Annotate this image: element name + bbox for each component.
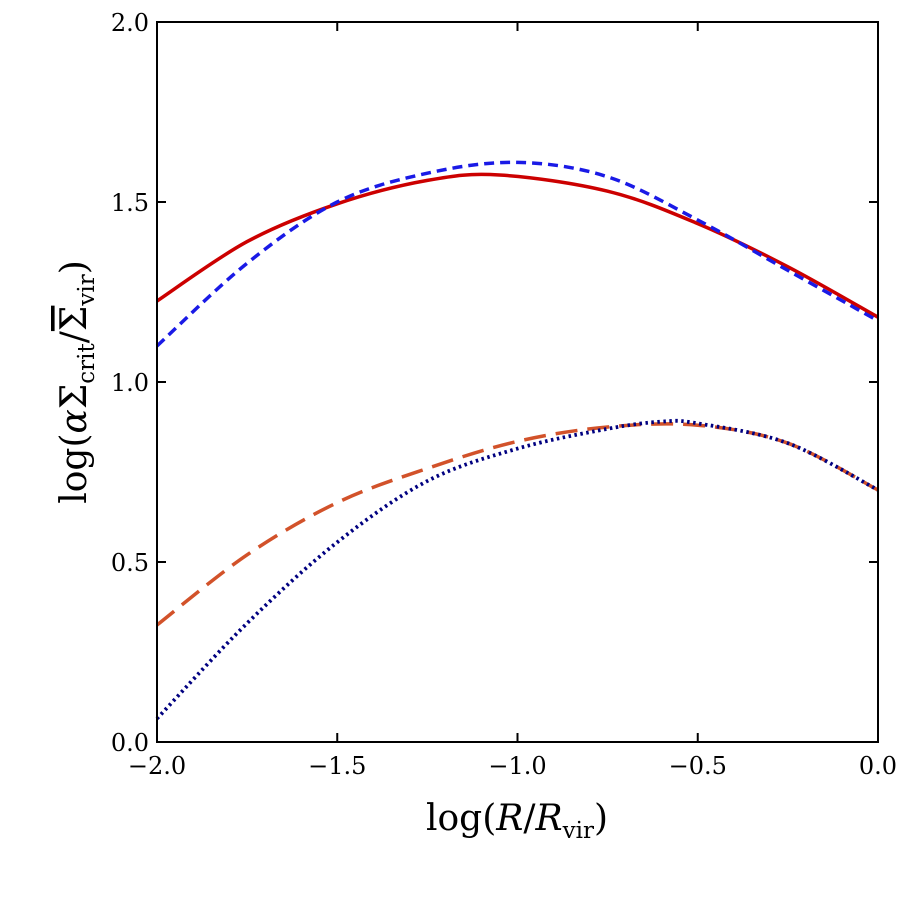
x-tick-label: −0.5 (669, 752, 727, 780)
y-axis-label: log(αΣcrit/Σvir) (54, 260, 100, 504)
x-axis-label: log(R/Rvir) (426, 798, 608, 844)
x-tick-label: 0.0 (859, 752, 897, 780)
series-line-2-dashed-short (155, 160, 879, 348)
series-line-3-dashed-long (155, 422, 879, 627)
y-tick-label: 0.5 (111, 549, 149, 577)
y-tick-label: 1.5 (111, 189, 149, 217)
y-tick-label: 2.0 (111, 9, 149, 37)
series-layer (155, 160, 879, 720)
series-line-1-solid (156, 172, 879, 319)
y-tick-label: 1.0 (111, 369, 149, 397)
plot-frame (156, 21, 879, 743)
x-tick-label: −2.0 (128, 752, 186, 780)
y-tick-label: 0.0 (111, 729, 149, 757)
tick-layer: −2.0 −1.5 −1.0 −0.5 0.0 0.0 0.5 1.0 1.5 2.0 (111, 9, 897, 780)
series-line-4-dotted (155, 418, 879, 720)
x-tick-label: −1.0 (488, 752, 546, 780)
x-tick-label: −1.5 (308, 752, 366, 780)
